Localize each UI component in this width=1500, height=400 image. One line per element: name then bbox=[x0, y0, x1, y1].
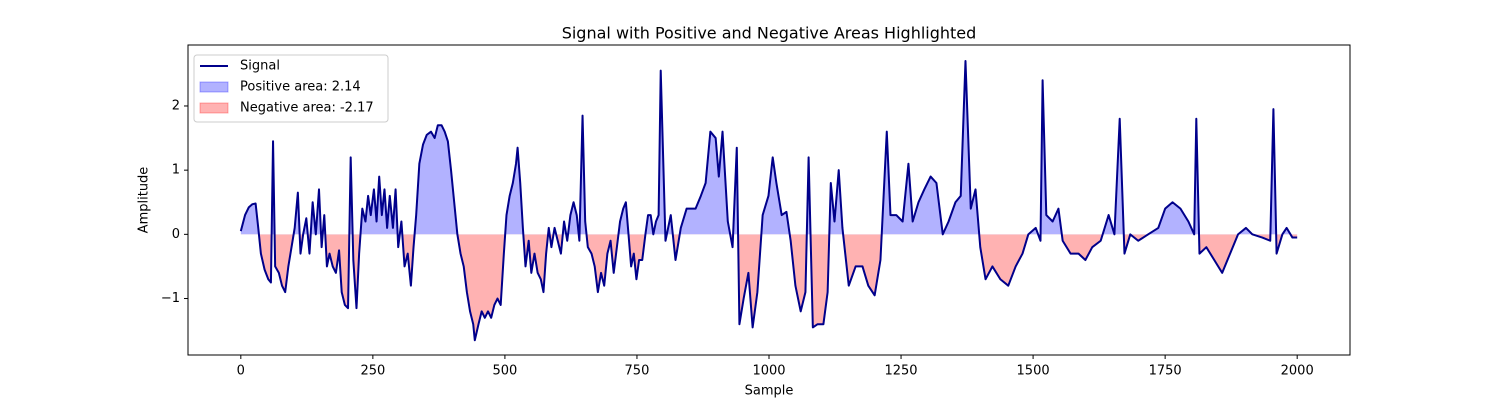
plot-frame bbox=[187, 44, 1351, 356]
y-tick-label: −1 bbox=[161, 291, 180, 306]
x-tick-label: 1250 bbox=[884, 364, 917, 379]
x-tick-label: 1000 bbox=[752, 364, 785, 379]
y-axis-label: Amplitude bbox=[137, 167, 152, 234]
y-tick-label: 2 bbox=[172, 98, 180, 113]
x-tick-label: 750 bbox=[625, 364, 650, 379]
y-tick-label: 0 bbox=[172, 227, 180, 242]
x-tick-label: 0 bbox=[237, 364, 245, 379]
x-tick-label: 1500 bbox=[1017, 364, 1050, 379]
signal-line bbox=[239, 60, 1298, 342]
legend-label: Signal bbox=[240, 59, 280, 74]
legend-swatch bbox=[199, 102, 229, 114]
x-axis-label: Sample bbox=[745, 384, 794, 399]
legend: Signal Positive area: 2.14 Negative area: … bbox=[193, 54, 389, 123]
x-tick-label: 500 bbox=[492, 364, 517, 379]
legend-swatch bbox=[199, 81, 229, 93]
legend-box bbox=[193, 54, 389, 123]
area-above bbox=[240, 61, 1298, 235]
legend-label: Negative area: -2.17 bbox=[240, 101, 374, 116]
x-tick-label: 2000 bbox=[1281, 364, 1314, 379]
x-tick-label: 250 bbox=[360, 364, 385, 379]
x-tick-label: 1750 bbox=[1149, 364, 1182, 379]
chart-title: Signal with Positive and Negative Areas … bbox=[562, 24, 977, 43]
y-tick-label: 1 bbox=[172, 163, 180, 178]
legend-label: Positive area: 2.14 bbox=[240, 80, 361, 95]
